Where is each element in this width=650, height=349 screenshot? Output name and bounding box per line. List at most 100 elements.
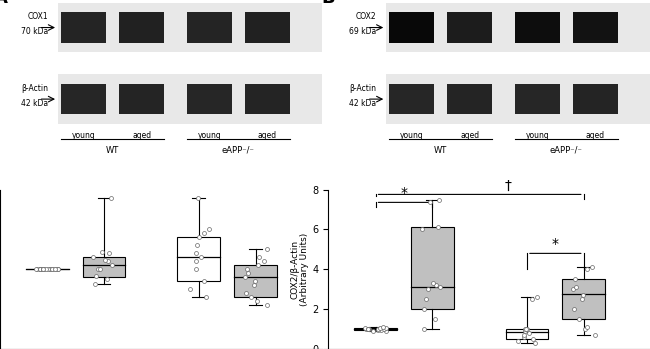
Point: [106, 195, 116, 200]
Point: [250, 279, 260, 284]
Bar: [506, 329, 548, 339]
Point: [360, 326, 370, 332]
Text: aged: aged: [586, 131, 605, 140]
Point: [192, 195, 203, 200]
Bar: [234, 265, 277, 297]
Point: [198, 231, 209, 236]
Point: [191, 251, 202, 256]
Point: [363, 326, 374, 332]
Text: eAPP⁻/⁻: eAPP⁻/⁻: [550, 146, 583, 155]
Point: [53, 267, 63, 272]
Point: [51, 267, 61, 272]
Text: A: A: [0, 0, 7, 7]
Bar: [187, 12, 231, 43]
Point: [430, 316, 440, 322]
Text: *: *: [400, 186, 408, 200]
Point: [240, 290, 251, 296]
Point: [104, 251, 114, 256]
Bar: [187, 84, 231, 114]
Point: [249, 282, 259, 288]
Point: [363, 326, 374, 332]
Bar: [515, 84, 560, 114]
Point: [254, 262, 264, 268]
Point: [254, 254, 264, 260]
Point: [525, 330, 535, 336]
Point: [35, 267, 46, 272]
Text: young: young: [198, 131, 221, 140]
Text: young: young: [72, 131, 96, 140]
Legend: young, aged: young, aged: [379, 186, 439, 218]
Point: [192, 243, 202, 248]
Point: [582, 324, 592, 330]
Text: eAPP⁻/⁻: eAPP⁻/⁻: [222, 146, 255, 155]
Text: 42 kDa: 42 kDa: [349, 99, 376, 108]
Point: [570, 276, 580, 282]
Point: [100, 257, 110, 262]
Point: [375, 326, 385, 331]
Point: [378, 325, 388, 330]
Text: *: *: [552, 237, 559, 251]
Point: [34, 267, 45, 272]
Point: [93, 267, 103, 272]
Bar: [58, 3, 322, 52]
Point: [578, 292, 588, 298]
Point: [587, 265, 597, 270]
Bar: [61, 12, 106, 43]
Text: WT: WT: [434, 146, 447, 155]
Point: [521, 326, 531, 332]
Point: [381, 328, 391, 333]
Text: aged: aged: [132, 131, 151, 140]
Bar: [386, 74, 650, 124]
Bar: [58, 74, 322, 124]
Point: [190, 267, 201, 272]
Text: young: young: [400, 131, 424, 140]
Text: young: young: [525, 131, 549, 140]
Bar: [119, 84, 164, 114]
Point: [43, 267, 53, 272]
Text: 42 kDa: 42 kDa: [21, 99, 48, 108]
Point: [379, 326, 389, 332]
Point: [95, 267, 105, 272]
Point: [372, 326, 383, 332]
Point: [381, 325, 391, 331]
Point: [582, 267, 592, 272]
Point: [194, 235, 204, 240]
Point: [107, 262, 118, 268]
Point: [261, 247, 272, 252]
Point: [419, 306, 429, 312]
Point: [519, 334, 529, 340]
Point: [359, 325, 370, 331]
Text: †: †: [504, 179, 512, 193]
Bar: [447, 84, 492, 114]
Point: [432, 225, 443, 230]
Point: [522, 326, 532, 332]
Bar: [354, 328, 397, 330]
Point: [201, 295, 211, 300]
Point: [204, 227, 214, 232]
Point: [242, 270, 253, 276]
Bar: [411, 228, 454, 309]
Point: [569, 306, 579, 312]
Point: [240, 274, 250, 280]
Point: [419, 326, 429, 332]
Point: [417, 227, 427, 232]
Text: aged: aged: [257, 131, 277, 140]
Point: [90, 273, 101, 279]
Text: β-Actin: β-Actin: [21, 84, 48, 92]
Point: [88, 254, 99, 260]
Point: [101, 276, 112, 282]
Point: [532, 295, 543, 300]
Bar: [244, 84, 290, 114]
Bar: [389, 12, 434, 43]
Point: [519, 328, 530, 334]
Text: B: B: [322, 0, 335, 7]
Point: [428, 281, 439, 286]
Point: [526, 296, 537, 302]
Point: [39, 267, 49, 272]
Point: [423, 287, 434, 292]
Bar: [573, 12, 618, 43]
Point: [367, 328, 378, 334]
Point: [96, 249, 107, 254]
Point: [529, 340, 539, 346]
Point: [261, 302, 272, 308]
